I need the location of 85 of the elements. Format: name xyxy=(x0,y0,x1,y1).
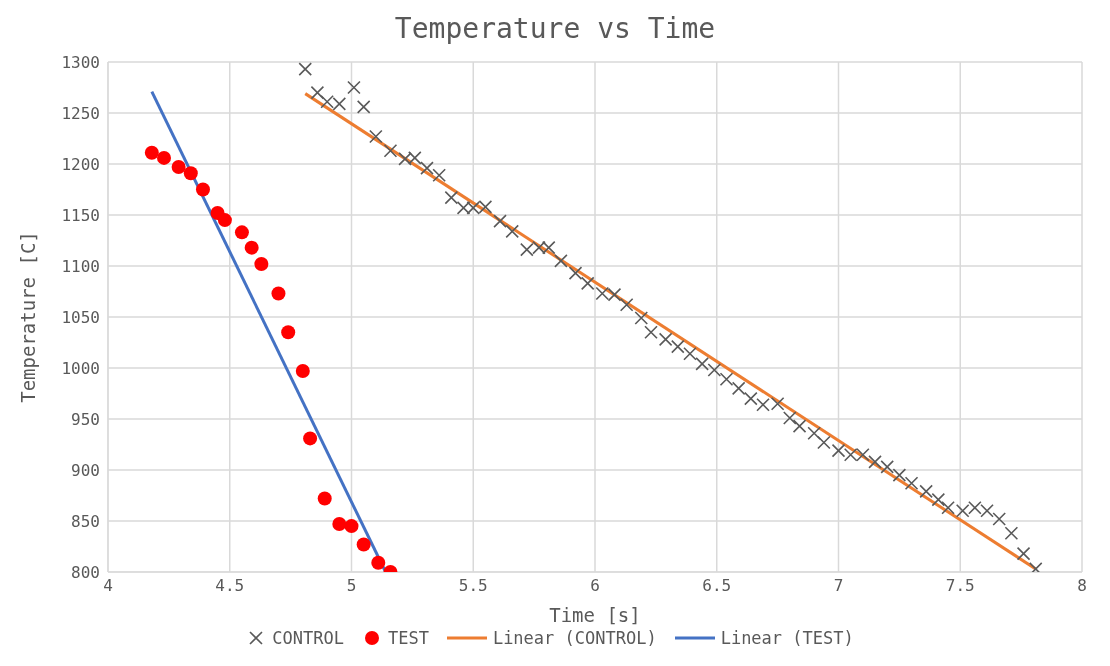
x-tick-label: 4.5 xyxy=(215,576,245,596)
point xyxy=(707,363,722,377)
x-tick-label: 8 xyxy=(1077,576,1087,596)
y-tick-label: 1000 xyxy=(61,358,100,378)
point xyxy=(868,455,882,469)
x-tick-label: 6 xyxy=(590,576,600,596)
y-tick-label: 1100 xyxy=(61,256,100,276)
y-tick-label: 1300 xyxy=(61,52,100,72)
legend-label: Linear (CONTROL) xyxy=(492,628,657,648)
point xyxy=(271,286,286,301)
y-tick-label: 800 xyxy=(71,562,100,582)
point xyxy=(670,339,685,354)
point xyxy=(831,443,846,458)
point xyxy=(234,225,249,240)
point xyxy=(731,381,746,396)
point xyxy=(554,254,568,268)
y-tick-label: 900 xyxy=(71,460,100,480)
point xyxy=(347,80,361,95)
point xyxy=(792,419,807,433)
y-tick-label: 1150 xyxy=(61,205,100,225)
point xyxy=(807,426,821,441)
point xyxy=(931,492,946,507)
point xyxy=(493,214,507,228)
point xyxy=(644,325,658,340)
point xyxy=(295,364,310,379)
point xyxy=(619,297,634,312)
x-tick-label: 5.5 xyxy=(458,576,488,596)
point xyxy=(344,519,359,534)
point xyxy=(356,537,371,552)
x-tick-label: 6.5 xyxy=(702,576,732,596)
point xyxy=(183,166,198,181)
point xyxy=(505,224,520,239)
point xyxy=(217,213,232,228)
point xyxy=(783,411,797,425)
point xyxy=(144,145,159,160)
point xyxy=(634,311,649,325)
point xyxy=(941,500,955,515)
point xyxy=(171,160,186,175)
point xyxy=(568,266,583,280)
point xyxy=(157,150,172,165)
point xyxy=(298,62,313,76)
point xyxy=(580,276,595,291)
point xyxy=(420,161,434,175)
point xyxy=(369,129,383,144)
point xyxy=(695,357,709,371)
point xyxy=(892,468,907,482)
point xyxy=(332,517,347,532)
point xyxy=(1016,546,1031,561)
point xyxy=(383,143,398,158)
point xyxy=(904,476,919,491)
point xyxy=(244,240,259,255)
point xyxy=(683,346,697,361)
point xyxy=(317,491,332,506)
point xyxy=(281,325,296,340)
point xyxy=(356,100,371,114)
point xyxy=(310,85,325,100)
y-tick-label: 1050 xyxy=(61,307,100,327)
x-tick-label: 4 xyxy=(103,576,113,596)
point xyxy=(817,435,831,450)
y-tick-label: 1200 xyxy=(61,154,100,174)
x-tick-label: 5 xyxy=(346,576,357,596)
point xyxy=(719,372,734,387)
x-tick-label: 7.5 xyxy=(945,576,975,596)
point xyxy=(992,512,1007,526)
point xyxy=(744,391,758,406)
y-axis-title: Temperature [C] xyxy=(16,231,39,403)
y-tick-label: 950 xyxy=(71,409,100,429)
point xyxy=(658,332,673,347)
point xyxy=(432,168,446,183)
point xyxy=(254,256,269,271)
x-axis-title: Time [s] xyxy=(549,604,641,626)
chart-title: Temperature vs Time xyxy=(393,11,717,47)
legend-label: TEST xyxy=(387,628,429,648)
point xyxy=(1004,526,1019,541)
legend-label: CONTROL xyxy=(272,628,344,648)
legend-label: Linear (TEST) xyxy=(720,628,854,648)
y-tick-label: 1250 xyxy=(61,103,100,123)
point xyxy=(303,431,318,446)
point xyxy=(371,555,386,570)
point xyxy=(444,190,459,205)
y-tick-label: 850 xyxy=(71,511,100,531)
point xyxy=(195,182,210,197)
x-tick-label: 7 xyxy=(833,576,844,596)
point xyxy=(919,484,933,499)
point xyxy=(880,460,894,474)
